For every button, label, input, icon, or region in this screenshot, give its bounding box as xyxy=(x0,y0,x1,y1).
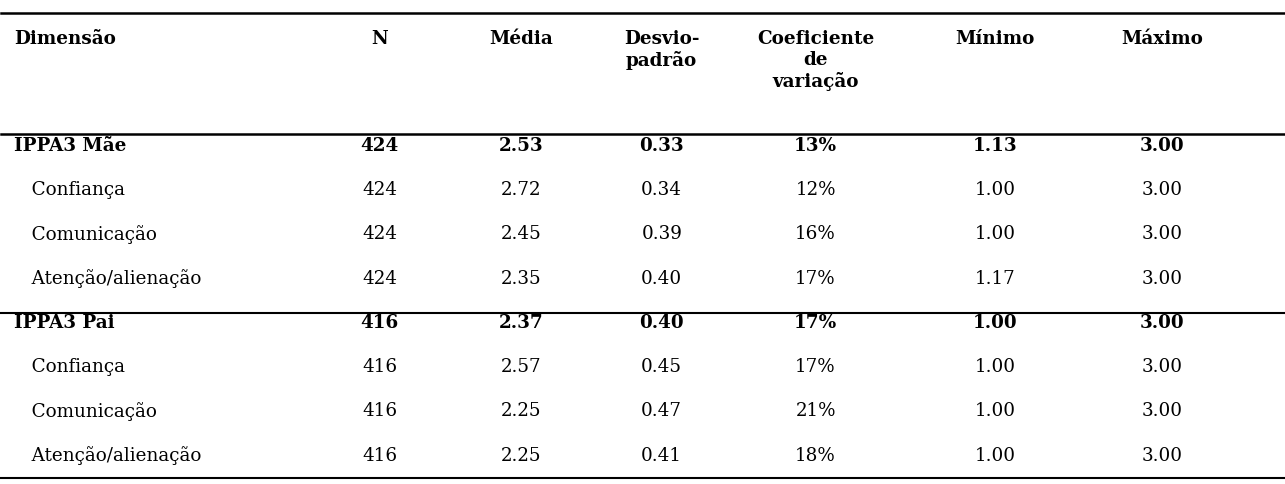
Text: Coeficiente
de
variação: Coeficiente de variação xyxy=(757,30,874,91)
Text: 1.00: 1.00 xyxy=(974,225,1015,243)
Text: Comunicação: Comunicação xyxy=(14,225,157,244)
Text: 2.25: 2.25 xyxy=(500,402,541,421)
Text: Média: Média xyxy=(488,30,553,48)
Text: 0.34: 0.34 xyxy=(641,181,682,199)
Text: N: N xyxy=(371,30,388,48)
Text: 1.13: 1.13 xyxy=(973,137,1018,155)
Text: Confiança: Confiança xyxy=(14,181,125,199)
Text: 12%: 12% xyxy=(795,181,835,199)
Text: 3.00: 3.00 xyxy=(1141,270,1182,287)
Text: 424: 424 xyxy=(361,137,398,155)
Text: 17%: 17% xyxy=(794,314,838,332)
Text: 0.40: 0.40 xyxy=(641,270,682,287)
Text: 0.39: 0.39 xyxy=(641,225,682,243)
Text: 3.00: 3.00 xyxy=(1141,402,1182,421)
Text: 13%: 13% xyxy=(794,137,837,155)
Text: 2.35: 2.35 xyxy=(500,270,541,287)
Text: 16%: 16% xyxy=(795,225,837,243)
Text: 1.00: 1.00 xyxy=(974,181,1015,199)
Text: Máximo: Máximo xyxy=(1121,30,1203,48)
Text: 2.25: 2.25 xyxy=(500,447,541,465)
Text: 2.72: 2.72 xyxy=(500,181,541,199)
Text: 2.37: 2.37 xyxy=(499,314,544,332)
Text: 1.00: 1.00 xyxy=(974,402,1015,421)
Text: 3.00: 3.00 xyxy=(1141,181,1182,199)
Text: 1.00: 1.00 xyxy=(974,447,1015,465)
Text: 416: 416 xyxy=(362,447,397,465)
Text: 1.00: 1.00 xyxy=(974,358,1015,376)
Text: IPPA3 Pai: IPPA3 Pai xyxy=(14,314,114,332)
Text: 2.53: 2.53 xyxy=(499,137,544,155)
Text: 0.47: 0.47 xyxy=(641,402,682,421)
Text: 1.17: 1.17 xyxy=(975,270,1015,287)
Text: 2.45: 2.45 xyxy=(500,225,541,243)
Text: Confiança: Confiança xyxy=(14,358,125,376)
Text: Comunicação: Comunicação xyxy=(14,402,157,421)
Text: 17%: 17% xyxy=(795,358,837,376)
Text: Dimensão: Dimensão xyxy=(14,30,116,48)
Text: 3.00: 3.00 xyxy=(1141,225,1182,243)
Text: 1.00: 1.00 xyxy=(973,314,1018,332)
Text: 17%: 17% xyxy=(795,270,837,287)
Text: 21%: 21% xyxy=(795,402,835,421)
Text: Desvio-
padrão: Desvio- padrão xyxy=(625,30,699,70)
Text: 3.00: 3.00 xyxy=(1140,137,1183,155)
Text: 0.41: 0.41 xyxy=(641,447,682,465)
Text: 424: 424 xyxy=(362,270,397,287)
Text: 424: 424 xyxy=(362,225,397,243)
Text: Atenção/alienação: Atenção/alienação xyxy=(14,269,202,288)
Text: 3.00: 3.00 xyxy=(1141,447,1182,465)
Text: IPPA3 Mãe: IPPA3 Mãe xyxy=(14,137,127,155)
Text: 0.40: 0.40 xyxy=(640,314,684,332)
Text: 3.00: 3.00 xyxy=(1140,314,1183,332)
Text: 416: 416 xyxy=(361,314,398,332)
Text: 2.57: 2.57 xyxy=(500,358,541,376)
Text: Atenção/alienação: Atenção/alienação xyxy=(14,446,202,465)
Text: 416: 416 xyxy=(362,402,397,421)
Text: 424: 424 xyxy=(362,181,397,199)
Text: 0.33: 0.33 xyxy=(640,137,684,155)
Text: Mínimo: Mínimo xyxy=(956,30,1034,48)
Text: 416: 416 xyxy=(362,358,397,376)
Text: 3.00: 3.00 xyxy=(1141,358,1182,376)
Text: 18%: 18% xyxy=(795,447,837,465)
Text: 0.45: 0.45 xyxy=(641,358,682,376)
